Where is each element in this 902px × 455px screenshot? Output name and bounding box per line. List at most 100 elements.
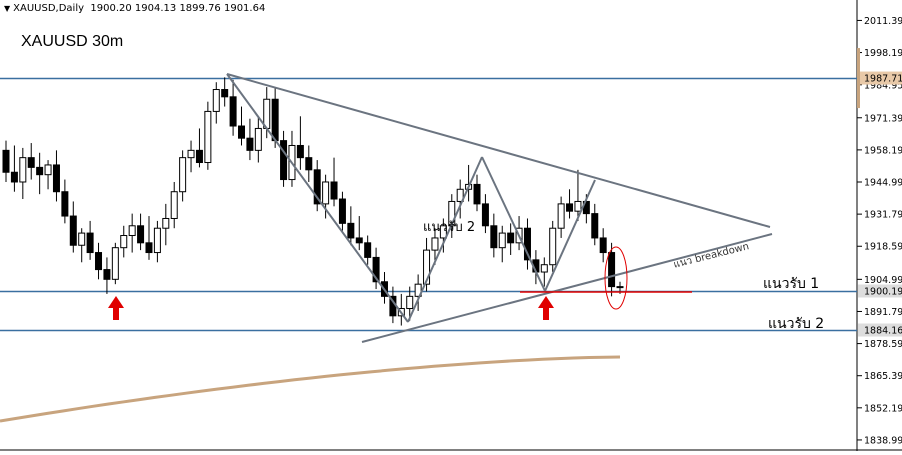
candle[interactable] [162, 203, 170, 246]
candle[interactable] [574, 169, 582, 221]
candle[interactable] [330, 157, 338, 207]
candle[interactable] [78, 228, 86, 263]
current-range-marker [857, 48, 860, 109]
candle[interactable] [36, 152, 44, 195]
candle[interactable] [19, 147, 27, 200]
candle[interactable] [280, 130, 288, 187]
candle-body [431, 237, 439, 251]
candle[interactable] [179, 150, 187, 202]
candle[interactable] [599, 228, 607, 263]
candle[interactable] [296, 116, 304, 170]
ascending-trendline[interactable] [361, 233, 773, 343]
candle[interactable] [406, 286, 414, 321]
candle-body [187, 149, 195, 159]
candle[interactable] [195, 128, 203, 168]
candle-body [221, 89, 229, 98]
candle[interactable] [347, 206, 355, 246]
candle[interactable] [111, 242, 119, 285]
candle[interactable] [61, 179, 69, 224]
candle-body [195, 149, 203, 164]
candle[interactable] [498, 225, 506, 263]
candle[interactable] [120, 225, 128, 258]
candle[interactable] [305, 145, 313, 182]
candle[interactable] [69, 201, 77, 253]
candle[interactable] [170, 181, 178, 229]
candle[interactable] [10, 145, 18, 192]
support2-mid-label: แนวรับ 2 [423, 220, 476, 235]
candle[interactable] [456, 179, 464, 219]
ohlc-values: 1900.20 1904.13 1899.76 1901.64 [90, 3, 266, 14]
candle[interactable] [490, 213, 498, 258]
candle-body [523, 227, 531, 261]
candle-body [52, 164, 60, 193]
price-badge [858, 71, 902, 85]
candle-body [153, 227, 161, 254]
candle[interactable] [431, 228, 439, 265]
candle[interactable] [364, 235, 372, 265]
candle[interactable] [145, 216, 153, 260]
candle[interactable] [187, 140, 195, 173]
candle[interactable] [481, 194, 489, 234]
candle-body [490, 225, 498, 249]
candle-body [69, 215, 77, 246]
candle-body [557, 203, 565, 229]
candle[interactable] [523, 218, 531, 270]
price-tick-label: 1904.99 [864, 275, 902, 286]
candle-body [78, 232, 86, 246]
up-arrow-icon [108, 296, 124, 320]
candle[interactable] [338, 191, 346, 231]
candle[interactable] [103, 257, 111, 294]
candle[interactable] [372, 247, 380, 290]
candle-body [36, 166, 44, 176]
candle[interactable] [238, 106, 246, 146]
candle-body [246, 137, 254, 151]
descending-trendline[interactable] [226, 73, 771, 228]
candle[interactable] [322, 174, 330, 219]
candle[interactable] [566, 189, 574, 219]
pattern-leg-3[interactable] [481, 156, 546, 292]
candle[interactable] [86, 220, 94, 260]
candle[interactable] [355, 216, 363, 251]
candle[interactable] [229, 79, 237, 136]
pattern-leg-1[interactable] [226, 73, 409, 323]
candle[interactable] [27, 143, 35, 180]
candle[interactable] [549, 220, 557, 273]
candle[interactable] [52, 150, 60, 202]
price-tick-label: 1918.59 [864, 242, 902, 253]
candle[interactable] [204, 101, 212, 170]
candle[interactable] [473, 174, 481, 212]
candle[interactable] [212, 82, 220, 124]
candle-body [44, 164, 52, 176]
candle[interactable] [540, 257, 548, 287]
price-tick-label: 2011.39 [864, 16, 902, 27]
price-tick-label: 1931.79 [864, 210, 902, 221]
candle[interactable] [591, 203, 599, 246]
candle[interactable] [254, 116, 262, 163]
candle[interactable] [608, 242, 616, 297]
candle-body [145, 242, 153, 254]
candle[interactable] [137, 213, 145, 251]
candle-body [355, 237, 363, 244]
candle[interactable] [128, 213, 136, 253]
candle[interactable] [557, 196, 565, 238]
candle-body [229, 96, 237, 127]
support2-label: แนวรับ 2 [768, 316, 825, 332]
candle-body [330, 181, 338, 200]
candle[interactable] [95, 242, 103, 280]
pattern-leg-4[interactable] [544, 179, 596, 292]
candle[interactable] [2, 140, 10, 182]
pattern-leg-2[interactable] [407, 156, 483, 323]
candle[interactable] [221, 77, 229, 107]
candle-body [86, 232, 94, 254]
candle[interactable] [439, 218, 447, 253]
candle-body [2, 149, 10, 173]
candle[interactable] [153, 220, 161, 263]
candle[interactable] [246, 118, 254, 161]
candle[interactable] [507, 223, 515, 255]
candle[interactable] [44, 160, 52, 190]
candle-body [322, 181, 330, 205]
moving-average-line[interactable] [0, 355, 621, 423]
collapse-triangle-icon[interactable]: ▼ [4, 4, 11, 13]
candle[interactable] [313, 160, 321, 212]
